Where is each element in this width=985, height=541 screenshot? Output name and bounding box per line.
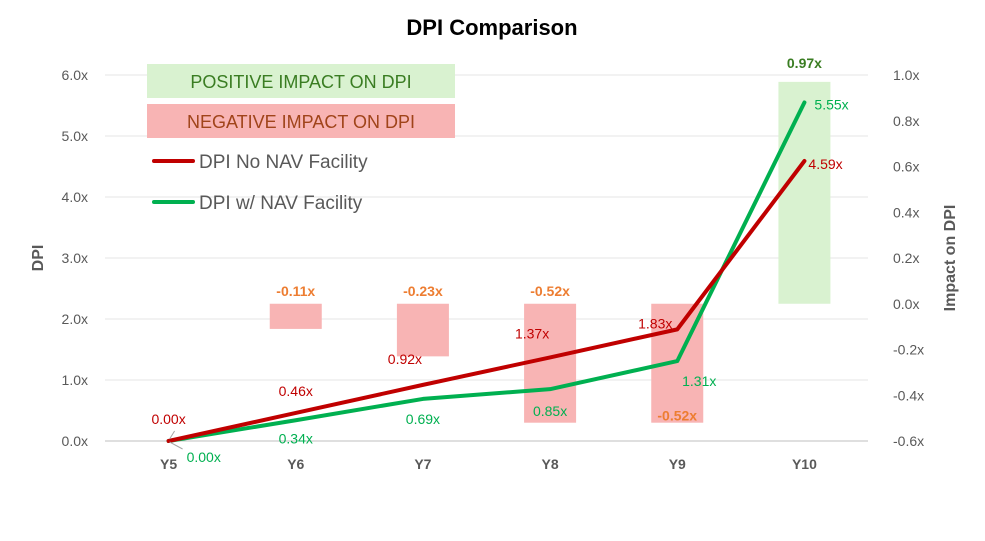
y2-tick-label: -0.6x (893, 433, 924, 449)
y-tick-label: 4.0x (62, 189, 88, 205)
y-axis-ticks: 0.0x 1.0x 2.0x 3.0x 4.0x 5.0x 6.0x (62, 67, 88, 449)
negative-impact-bar (524, 303, 577, 423)
data-label: 1.31x (682, 373, 716, 389)
data-label: 0.00x (187, 449, 221, 465)
positive-impact-bar (778, 81, 831, 304)
y2-tick-label: -0.4x (893, 387, 924, 403)
x-tick-label: Y6 (287, 456, 304, 472)
negative-impact-bar (269, 303, 322, 329)
legend-label-no-nav: DPI No NAV Facility (199, 152, 368, 173)
x-tick-label: Y5 (160, 456, 177, 472)
data-label: 0.92x (388, 351, 422, 367)
legend: POSITIVE IMPACT ON DPI NEGATIVE IMPACT O… (147, 64, 455, 214)
x-axis-ticks: Y5 Y6 Y7 Y8 Y9 Y10 (160, 456, 817, 472)
positive-impact-key-box (147, 64, 455, 98)
data-label: 0.46x (279, 383, 313, 399)
y2-tick-label: 1.0x (893, 67, 919, 83)
negative-impact-key-box (147, 104, 455, 138)
y2-axis-ticks: -0.6x -0.4x -0.2x 0.0x 0.2x 0.4x 0.6x 0.8x 1.0x (893, 67, 924, 449)
data-label: 0.00x (151, 411, 185, 427)
data-label: 0.34x (279, 430, 313, 446)
negative-impact-key-label: NEGATIVE IMPACT ON DPI (187, 112, 415, 132)
legend-label-with-nav: DPI w/ NAV Facility (199, 193, 363, 214)
series-lines (166, 100, 807, 443)
data-label: 1.83x (638, 315, 672, 331)
impact-bar-label: -0.23x (403, 283, 443, 299)
y-axis-label: DPI (30, 245, 47, 272)
y-tick-label: 5.0x (62, 128, 88, 144)
x-tick-label: Y8 (542, 456, 559, 472)
impact-bar-label: -0.52x (657, 408, 697, 424)
negative-impact-bar (396, 303, 449, 357)
impact-bar-label: 0.97x (787, 55, 822, 71)
series-line-with-nav (166, 100, 807, 443)
y2-tick-label: 0.4x (893, 204, 919, 220)
data-label: 0.85x (533, 403, 567, 419)
data-label: 0.69x (406, 411, 440, 427)
series-line-no-nav (166, 159, 807, 443)
y2-tick-label: 0.2x (893, 250, 919, 266)
y-tick-label: 3.0x (62, 250, 88, 266)
positive-impact-key-label: POSITIVE IMPACT ON DPI (190, 72, 411, 92)
y2-tick-label: 0.6x (893, 159, 919, 175)
data-label: 4.59x (808, 156, 842, 172)
impact-bar-label: -0.11x (276, 283, 315, 299)
impact-bar-label: -0.52x (530, 283, 570, 299)
y2-tick-label: 0.0x (893, 296, 919, 312)
label-leader-line (169, 441, 183, 450)
y2-axis-label: Impact on DPI (942, 205, 959, 312)
impact-bars: -0.11x -0.23x -0.52x -0.52x 0.97x (269, 55, 831, 424)
label-leader-line (169, 430, 176, 440)
x-tick-label: Y9 (669, 456, 686, 472)
data-labels: 0.00x 0.46x 0.92x 1.37x 1.83x 4.59x 0.00x 0.34x… (151, 96, 848, 465)
y-tick-label: 6.0x (62, 67, 88, 83)
data-label: 1.37x (515, 325, 549, 341)
y2-tick-label: 0.8x (893, 113, 919, 129)
y-tick-label: 1.0x (62, 372, 88, 388)
y2-tick-label: -0.2x (893, 342, 924, 358)
chart-title: DPI Comparison (406, 15, 577, 40)
data-label: 5.55x (814, 96, 848, 112)
y-tick-label: 2.0x (62, 311, 88, 327)
y-tick-label: 0.0x (62, 433, 88, 449)
x-tick-label: Y7 (414, 456, 431, 472)
x-tick-label: Y10 (792, 456, 817, 472)
